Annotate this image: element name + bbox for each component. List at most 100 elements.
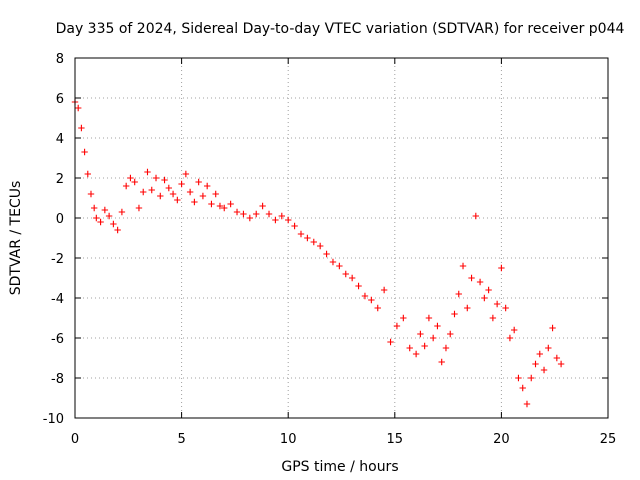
data-point	[127, 174, 134, 182]
data-point	[348, 274, 356, 282]
data-point	[438, 358, 445, 366]
data-point	[459, 262, 467, 270]
data-point	[442, 344, 450, 352]
data-point	[135, 204, 143, 212]
data-point	[472, 212, 480, 220]
data-point	[84, 170, 91, 178]
data-point	[87, 190, 95, 198]
data-point	[489, 314, 497, 322]
data-point	[157, 192, 164, 200]
data-point	[532, 360, 539, 368]
y-tick-label: 2	[56, 172, 64, 187]
data-point	[380, 286, 388, 294]
x-tick-label: 15	[387, 432, 404, 447]
data-point	[105, 212, 113, 220]
data-point	[186, 188, 194, 196]
data-point	[400, 314, 407, 322]
y-tick-label: 0	[56, 212, 64, 227]
data-point	[481, 294, 488, 302]
data-point	[406, 344, 413, 352]
data-point	[368, 296, 375, 304]
data-point	[131, 178, 138, 186]
y-tick-label: -10	[43, 412, 64, 427]
data-points	[71, 98, 565, 408]
data-point	[297, 230, 305, 238]
data-point	[90, 204, 98, 212]
data-point	[122, 182, 130, 190]
x-tick-label: 0	[71, 432, 79, 447]
data-point	[434, 322, 441, 330]
grid	[75, 58, 608, 418]
data-point	[447, 330, 454, 338]
data-point	[148, 186, 155, 194]
data-point	[195, 178, 202, 186]
x-tick-label: 25	[600, 432, 617, 447]
data-point	[233, 208, 241, 216]
data-point	[355, 282, 362, 290]
data-point	[118, 208, 126, 216]
data-point	[342, 270, 349, 278]
data-point	[182, 170, 190, 178]
data-point	[221, 204, 228, 212]
data-point	[455, 290, 462, 298]
x-tick-label: 20	[493, 432, 510, 447]
data-point	[272, 216, 279, 224]
data-point	[316, 242, 324, 250]
data-point	[506, 334, 514, 342]
data-point	[393, 322, 401, 330]
data-point	[227, 200, 234, 208]
data-point	[178, 180, 185, 188]
data-point	[417, 330, 424, 338]
axis-ticks: 0 5 10 15 20 25 -10 -8 -6 -4 -2 0 2 4 6 8	[43, 52, 617, 447]
data-point	[97, 218, 104, 226]
data-point	[374, 304, 381, 312]
data-point	[81, 148, 88, 156]
data-point	[114, 226, 121, 234]
data-point	[199, 192, 207, 200]
data-point	[425, 314, 433, 322]
data-point	[412, 350, 420, 358]
data-point	[285, 216, 292, 224]
data-point	[161, 176, 168, 184]
data-point	[144, 168, 151, 176]
data-point	[152, 174, 160, 182]
data-point	[510, 326, 518, 334]
data-point	[336, 262, 343, 270]
data-point	[278, 212, 286, 220]
data-point	[557, 360, 565, 368]
data-point	[536, 350, 543, 358]
y-axis-label: SDTVAR / TECUs	[8, 181, 24, 296]
data-point	[523, 400, 531, 408]
data-point	[265, 210, 273, 218]
y-tick-label: -8	[51, 372, 64, 387]
data-point	[485, 286, 492, 294]
y-tick-label: -2	[51, 252, 64, 267]
data-point	[421, 342, 428, 350]
data-point	[216, 202, 224, 210]
data-point	[429, 334, 437, 342]
data-point	[515, 374, 522, 382]
data-point	[110, 220, 117, 228]
data-point	[191, 198, 198, 206]
x-tick-label: 10	[280, 432, 297, 447]
data-point	[323, 250, 330, 258]
y-tick-label: -6	[51, 332, 64, 347]
chart-title: Day 335 of 2024, Sidereal Day-to-day VTE…	[56, 21, 625, 37]
data-point	[468, 274, 475, 282]
data-point	[528, 374, 535, 382]
data-point	[140, 188, 147, 196]
y-tick-label: 4	[56, 132, 64, 147]
y-tick-label: 6	[56, 92, 64, 107]
y-tick-label: 8	[56, 52, 64, 67]
data-point	[361, 292, 369, 300]
data-point	[240, 210, 247, 218]
data-point	[476, 278, 484, 286]
data-point	[174, 196, 181, 204]
data-point	[101, 206, 109, 214]
data-point	[203, 182, 211, 190]
data-point	[246, 214, 254, 222]
data-point	[253, 210, 260, 218]
data-point	[545, 344, 552, 352]
x-tick-label: 5	[177, 432, 185, 447]
